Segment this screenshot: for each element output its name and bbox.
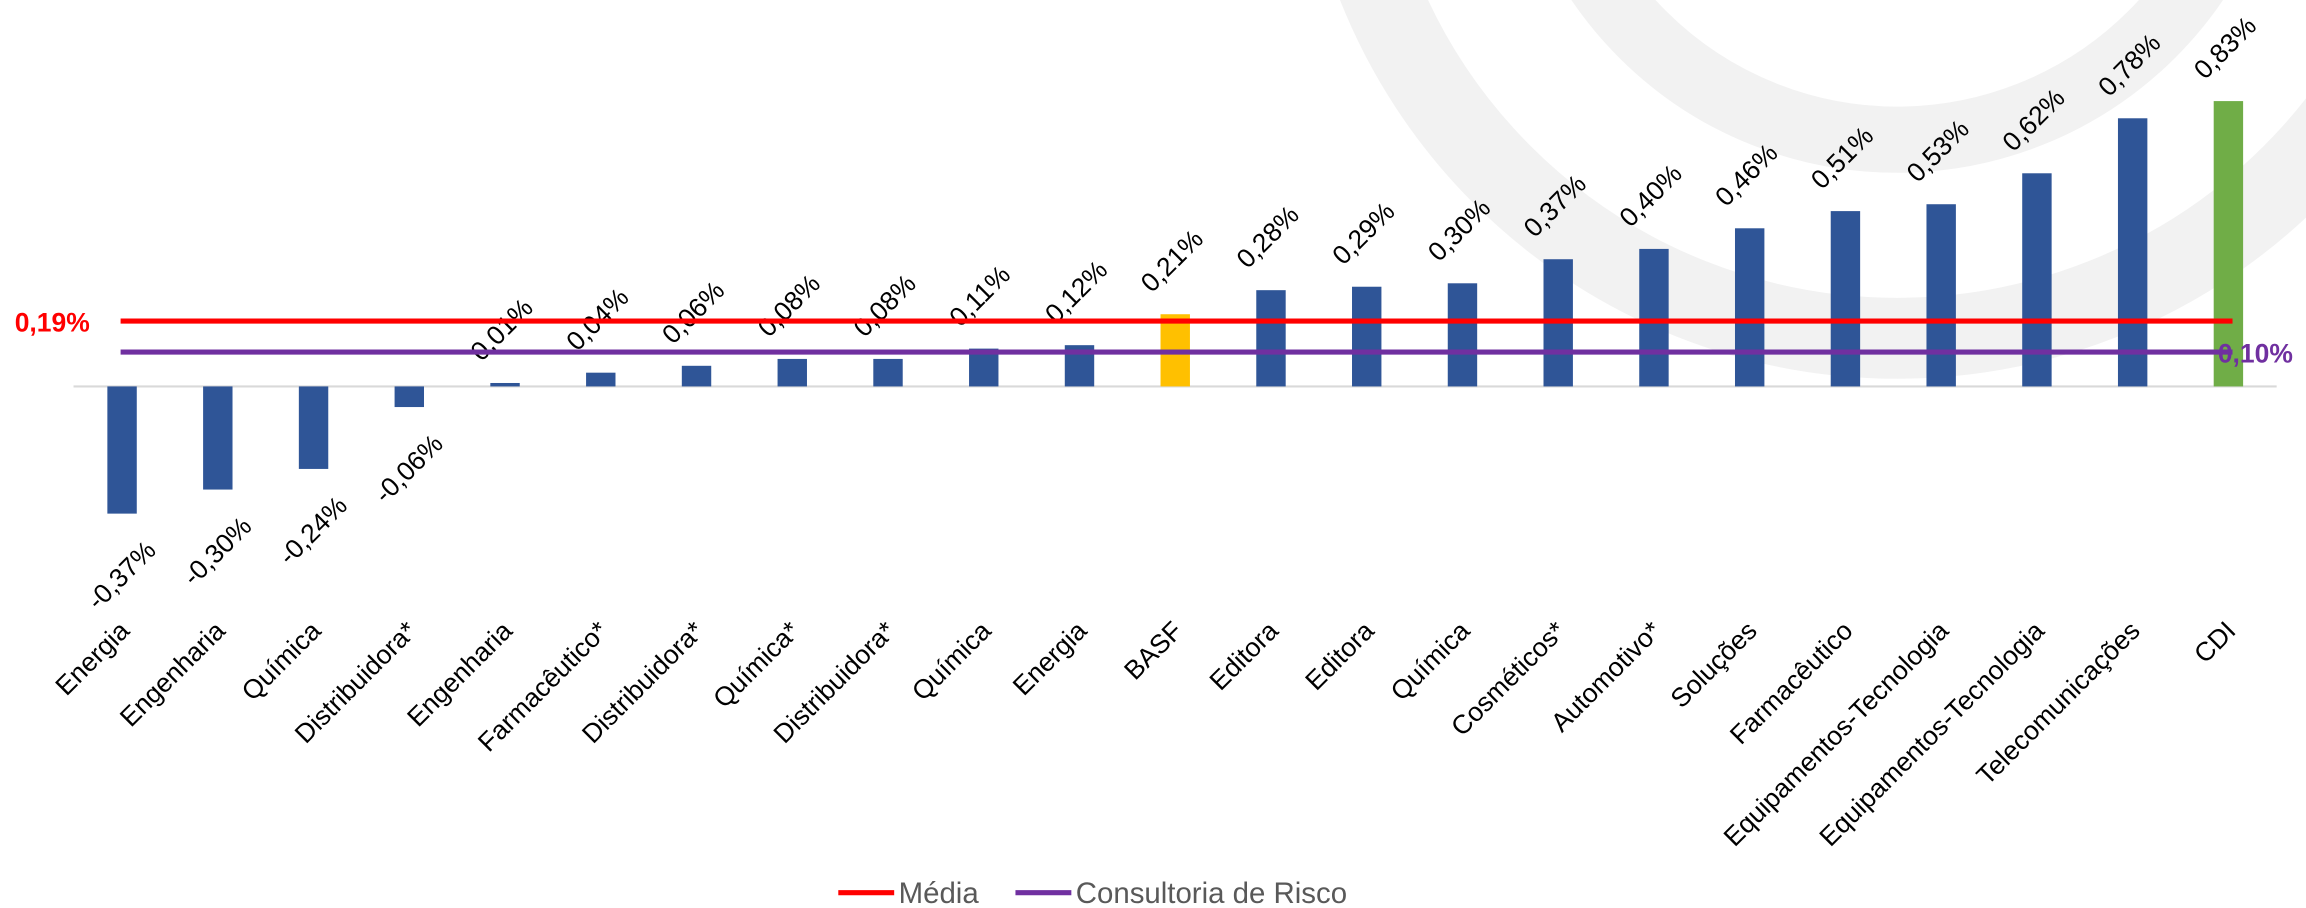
x-tick-label: Química bbox=[236, 615, 327, 706]
data-label: -0,30% bbox=[177, 511, 258, 592]
bar bbox=[394, 386, 425, 408]
bar bbox=[873, 358, 903, 387]
bar bbox=[681, 365, 712, 387]
data-label: 0,28% bbox=[1230, 200, 1304, 274]
bar bbox=[203, 386, 233, 490]
bar bbox=[2213, 101, 2244, 387]
decor-arc bbox=[1571, 0, 2223, 173]
legend-label: Média bbox=[899, 877, 980, 908]
x-tick-label: Editora bbox=[1204, 615, 1285, 696]
x-tick-label: BASF bbox=[1118, 615, 1188, 685]
bar bbox=[298, 386, 329, 469]
reference-label: 0,19% bbox=[15, 307, 90, 337]
background-decoration bbox=[1340, 0, 2306, 379]
bar bbox=[586, 372, 616, 387]
x-tick-label: CDI bbox=[2188, 615, 2241, 668]
data-label: 0,01% bbox=[465, 292, 539, 366]
bar bbox=[1734, 228, 1765, 387]
data-label: -0,06% bbox=[368, 428, 449, 509]
bar bbox=[1256, 290, 1286, 387]
data-label: -0,37% bbox=[81, 535, 162, 616]
x-tick-label: Química* bbox=[707, 615, 805, 713]
decor-arc bbox=[1340, 0, 2306, 379]
bar bbox=[2117, 118, 2148, 387]
data-label: 0,06% bbox=[656, 275, 730, 349]
bar bbox=[1639, 248, 1669, 387]
bar bbox=[1830, 211, 1861, 387]
data-label: 0,40% bbox=[1613, 158, 1687, 232]
data-label: 0,12% bbox=[1039, 255, 1113, 329]
bar bbox=[969, 348, 999, 387]
bar bbox=[107, 386, 137, 514]
x-tick-label: Telecomunicações bbox=[1971, 615, 2146, 790]
data-label: 0,30% bbox=[1422, 193, 1496, 267]
bar bbox=[777, 358, 807, 387]
bar bbox=[1352, 286, 1382, 387]
x-tick-label: Editora bbox=[1299, 615, 1380, 696]
data-label: 0,08% bbox=[848, 268, 922, 342]
data-label: 0,29% bbox=[1326, 196, 1400, 270]
data-label: 0,21% bbox=[1135, 224, 1209, 298]
bar bbox=[490, 382, 520, 387]
x-tick-label: Soluções bbox=[1665, 615, 1763, 713]
x-tick-label: Química bbox=[1385, 615, 1476, 706]
bar bbox=[1447, 283, 1478, 387]
data-label: 0,08% bbox=[752, 268, 826, 342]
x-tick-label: Energia bbox=[49, 615, 135, 701]
x-tick-label: Energia bbox=[1007, 615, 1093, 701]
x-tick-label: Química bbox=[906, 615, 997, 706]
data-label: -0,24% bbox=[273, 490, 354, 571]
data-label: 0,46% bbox=[1709, 138, 1783, 212]
plot: -0,37%Energia-0,30%Engenharia-0,24%Quími… bbox=[15, 0, 2306, 908]
reference-label: 0,10% bbox=[2218, 338, 2293, 368]
bar bbox=[1926, 204, 1956, 387]
legend-label: Consultoria de Risco bbox=[1076, 877, 1347, 908]
